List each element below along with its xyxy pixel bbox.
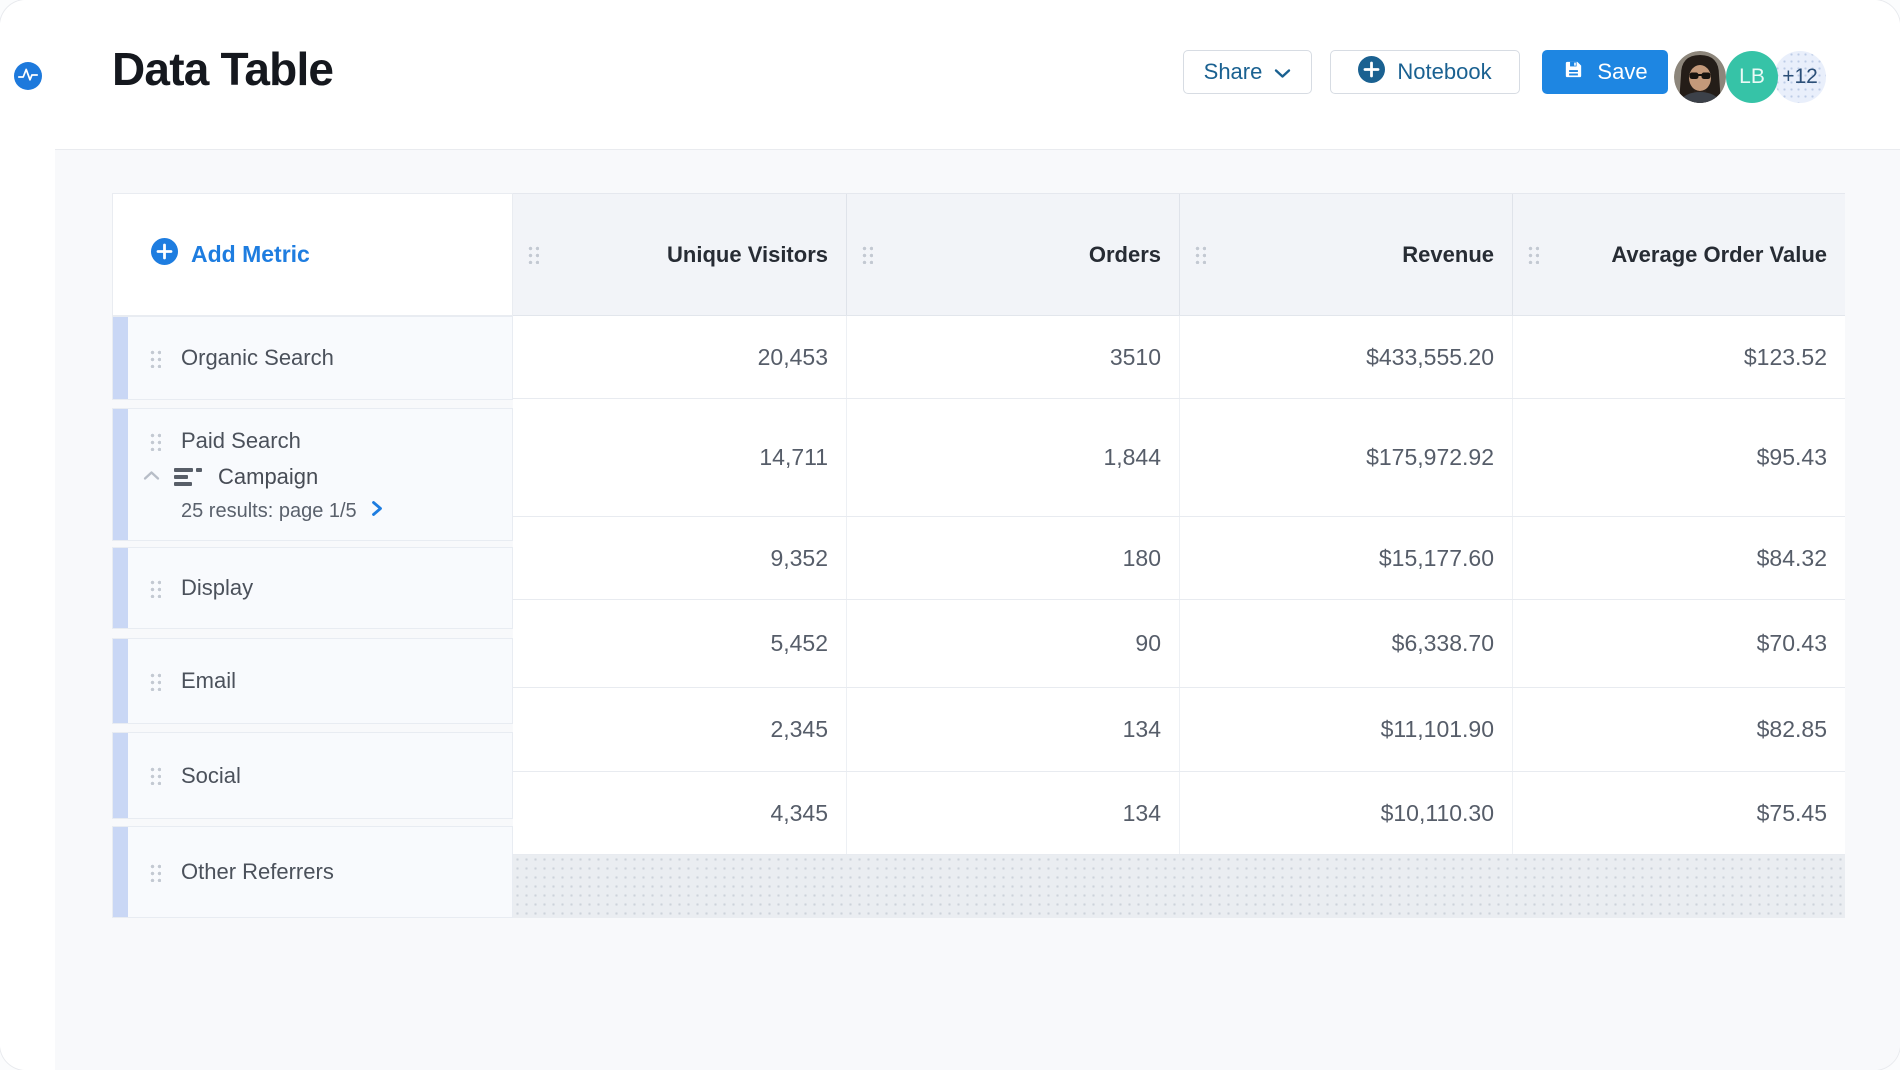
table-footer-strip (513, 855, 1845, 918)
top-bar: Data Table Share Notebook (55, 0, 1900, 150)
table-cell: 5,452 (770, 630, 828, 656)
row-accent-bar (113, 733, 128, 818)
row-card-paid-search[interactable]: Paid Search Campaign 25 results: page 1/… (112, 408, 513, 541)
avatar-initials-label: LB (1739, 65, 1765, 88)
row-label: Email (181, 668, 237, 693)
column-header-unique-visitors[interactable]: Unique Visitors (513, 194, 846, 315)
column-header-label: Unique Visitors (667, 241, 828, 267)
table-cell: $175,972.92 (1179, 399, 1512, 516)
drag-handle-icon[interactable] (149, 671, 161, 691)
column-header-label: Average Order Value (1611, 241, 1827, 267)
avatar-overflow-label: +12 (1782, 65, 1818, 88)
row-accent-bar (113, 409, 128, 540)
table-cell: 14,711 (759, 444, 828, 470)
share-button-label: Share (1203, 59, 1263, 84)
table-row: 14,711 1,844 $175,972.92 $95.43 (513, 399, 1845, 517)
notebook-button[interactable]: Notebook (1330, 50, 1520, 94)
table-row: 4,345 134 $10,110.30 $75.45 (513, 772, 1845, 855)
table-cell: $11,101.90 (1179, 688, 1512, 771)
row-label: Organic Search (181, 345, 334, 370)
row-label: Display (181, 575, 254, 600)
drag-handle-icon[interactable] (149, 431, 161, 451)
drag-handle-icon[interactable] (149, 348, 161, 368)
drag-handle-icon[interactable] (149, 862, 161, 882)
user-avatar[interactable] (1674, 51, 1726, 103)
table-cell: 90 (846, 600, 1179, 687)
notebook-button-label: Notebook (1397, 59, 1492, 84)
plus-circle-icon (151, 238, 178, 271)
add-metric-label: Add Metric (191, 241, 310, 267)
table-cell: 134 (846, 688, 1179, 771)
share-button[interactable]: Share (1183, 50, 1312, 94)
plus-circle-icon (1358, 55, 1386, 89)
table-row: 5,452 90 $6,338.70 $70.43 (513, 600, 1845, 688)
table-cell: $10,110.30 (1179, 772, 1512, 854)
table-cell: $15,177.60 (1179, 517, 1512, 599)
chevron-down-icon (1274, 59, 1291, 85)
floppy-disk-icon (1562, 58, 1585, 87)
table-cell: 1,844 (846, 399, 1179, 516)
column-header-revenue[interactable]: Revenue (1179, 194, 1512, 315)
table-cell: $70.43 (1512, 600, 1845, 687)
drag-handle-icon[interactable] (861, 245, 873, 264)
drag-handle-icon[interactable] (1527, 245, 1539, 264)
avatar-overflow-badge[interactable]: +12 (1774, 51, 1826, 103)
row-accent-bar (113, 548, 128, 628)
table-cell: 3510 (846, 316, 1179, 398)
page-title: Data Table (112, 43, 334, 95)
data-grid: Unique Visitors Orders Revenue Average O… (513, 193, 1845, 918)
collaborator-avatars: LB +12 (1674, 51, 1826, 103)
column-header-row: Unique Visitors Orders Revenue Average O… (513, 193, 1845, 316)
table-cell: 9,352 (770, 544, 828, 571)
table-cell: 4,345 (770, 799, 828, 826)
pagination-status: 25 results: page 1/5 (181, 499, 357, 522)
column-header-average-order-value[interactable]: Average Order Value (1512, 194, 1845, 315)
drag-handle-icon[interactable] (527, 245, 539, 264)
drag-handle-icon[interactable] (1194, 245, 1206, 264)
amplitude-logo-icon[interactable] (14, 62, 42, 90)
table-row: 20,453 3510 $433,555.20 $123.52 (513, 316, 1845, 399)
table-cell: $433,555.20 (1179, 316, 1512, 398)
table-cell: $95.43 (1512, 399, 1845, 516)
table-cell: $6,338.70 (1179, 600, 1512, 687)
row-card-other-referrers[interactable]: Other Referrers (112, 826, 513, 918)
column-header-label: Revenue (1402, 241, 1494, 267)
row-card-display[interactable]: Display (112, 547, 513, 629)
content-area: Add Metric Unique Visitors Orders Revenu… (55, 150, 1900, 1070)
table-cell: 180 (846, 517, 1179, 599)
row-accent-bar (113, 317, 128, 399)
next-page-chevron-right-icon[interactable] (371, 500, 383, 523)
row-card-email[interactable]: Email (112, 638, 513, 724)
left-nav-rail (0, 0, 56, 1070)
table-row: 2,345 134 $11,101.90 $82.85 (513, 688, 1845, 772)
table-cell: 134 (846, 772, 1179, 854)
table-cell: $75.45 (1512, 772, 1845, 854)
table-cell: $84.32 (1512, 517, 1845, 599)
column-header-label: Orders (1088, 241, 1161, 267)
row-label: Social (181, 762, 241, 788)
save-button-label: Save (1597, 59, 1648, 84)
collapse-chevron-up-icon[interactable] (143, 468, 160, 486)
group-by-property-label: Campaign (218, 464, 319, 489)
table-row: 9,352 180 $15,177.60 $84.32 (513, 517, 1845, 600)
add-metric-button[interactable]: Add Metric (112, 193, 513, 316)
row-accent-bar (113, 827, 128, 917)
row-label: Other Referrers (181, 859, 334, 884)
row-card-social[interactable]: Social (112, 732, 513, 819)
drag-handle-icon[interactable] (149, 766, 161, 785)
column-header-orders[interactable]: Orders (846, 194, 1179, 315)
table-cell: $123.52 (1512, 316, 1845, 398)
group-by-icon (174, 468, 204, 486)
row-card-organic-search[interactable]: Organic Search (112, 316, 513, 400)
table-cell: 20,453 (757, 343, 828, 370)
row-label: Paid Search (181, 428, 301, 453)
table-cell: 2,345 (770, 716, 828, 742)
drag-handle-icon[interactable] (149, 578, 161, 598)
table-cell: $82.85 (1512, 688, 1845, 771)
initials-avatar[interactable]: LB (1726, 51, 1778, 103)
save-button[interactable]: Save (1542, 50, 1668, 94)
row-accent-bar (113, 639, 128, 723)
